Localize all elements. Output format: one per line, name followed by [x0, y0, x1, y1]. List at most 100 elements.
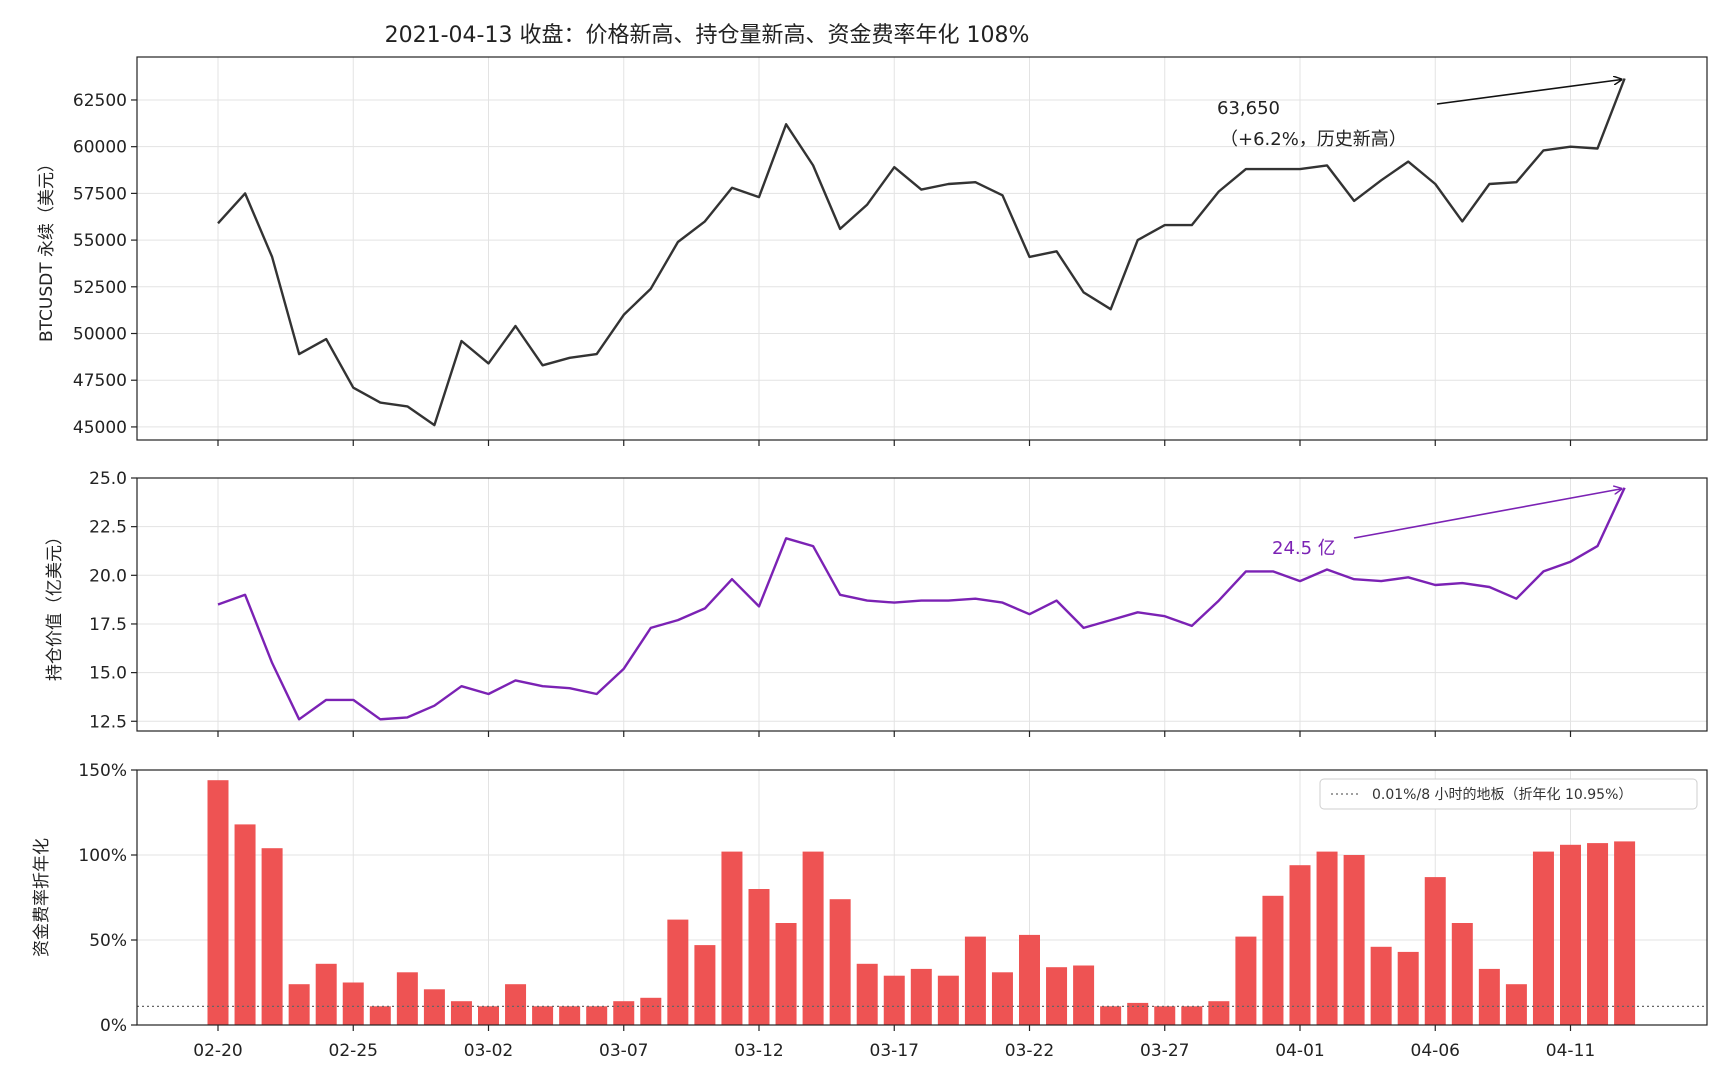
panel-2: 12.5 15.0 17.5 20.0 22.5 25.0 持仓价值（亿美元） 24.5 亿	[45, 469, 1708, 737]
funding-bar	[694, 945, 716, 1025]
funding-bar	[1560, 844, 1581, 1025]
panel-3: 0% 50% 100% 150% 资金费率折年化 0.01%/8 小时的地板（折年化 10…	[32, 761, 1708, 1036]
funding-bar	[315, 963, 337, 1025]
y-tick-label: 47500	[73, 371, 127, 391]
funding-bar	[748, 889, 770, 1025]
funding-bar	[1614, 841, 1636, 1025]
funding-bar	[396, 972, 418, 1025]
x-tick-label: 03-17	[870, 1041, 919, 1061]
funding-bar	[559, 1006, 581, 1025]
funding-bar	[667, 919, 689, 1025]
x-tick-label: 03-12	[734, 1041, 783, 1061]
funding-bar	[1587, 843, 1609, 1025]
x-tick-label: 03-22	[1005, 1041, 1054, 1061]
y-axis-label: 持仓价值（亿美元）	[45, 528, 65, 681]
funding-bar	[1289, 865, 1311, 1025]
funding-bar	[1262, 895, 1284, 1025]
funding-bar	[775, 923, 797, 1025]
legend: 0.01%/8 小时的地板（折年化 10.95%）	[1319, 778, 1698, 810]
y-tick-label: 50000	[73, 325, 127, 345]
funding-bar	[910, 968, 932, 1025]
plot-frame	[136, 56, 1708, 441]
funding-bar	[1532, 851, 1554, 1025]
funding-bar	[288, 984, 310, 1025]
funding-bar	[1505, 984, 1527, 1025]
y-axis-label: BTCUSDT 永续（美元）	[37, 155, 57, 342]
funding-bar	[883, 975, 905, 1025]
chart-panels: 45000 47500 50000 52500 55000 57500 60000 62500…	[32, 56, 1708, 1061]
x-tick-label: 03-02	[464, 1041, 513, 1061]
funding-bar	[1397, 951, 1419, 1025]
funding-bar	[586, 1006, 608, 1025]
funding-bar	[261, 848, 283, 1025]
y-tick-label: 62500	[73, 91, 127, 111]
plot-frame	[136, 769, 1708, 1026]
y-tick-label: 15.0	[89, 664, 127, 684]
y-tick-label: 52500	[73, 278, 127, 298]
y-tick-label: 55000	[73, 231, 127, 251]
funding-bar	[1181, 1006, 1203, 1025]
x-tick-label: 03-07	[599, 1041, 648, 1061]
y-axis-label: 资金费率折年化	[32, 838, 52, 957]
x-tick-label: 02-20	[193, 1041, 242, 1061]
x-tick-label: 04-11	[1546, 1041, 1595, 1061]
y-tick-label: 60000	[73, 138, 127, 158]
funding-bar	[721, 851, 743, 1025]
funding-bar	[991, 972, 1013, 1025]
series-line	[217, 487, 1626, 721]
funding-bar	[1154, 1006, 1176, 1025]
y-tick-label: 150%	[78, 761, 127, 781]
series-line	[217, 78, 1626, 427]
price-annotation-value: 63,650	[1217, 98, 1280, 119]
y-tick-label: 57500	[73, 184, 127, 204]
funding-bar	[937, 975, 959, 1025]
funding-bar	[207, 780, 229, 1025]
funding-bar	[1235, 936, 1257, 1025]
funding-bar	[532, 1006, 554, 1025]
x-tick-label: 04-06	[1411, 1041, 1460, 1061]
y-tick-label: 17.5	[89, 615, 127, 635]
oi-annotation-label: 24.5 亿	[1272, 538, 1336, 559]
funding-bar	[1208, 1001, 1230, 1025]
x-tick-label: 03-27	[1140, 1041, 1189, 1061]
y-tick-label: 45000	[73, 418, 127, 438]
legend-label: 0.01%/8 小时的地板（折年化 10.95%）	[1372, 787, 1632, 803]
funding-bar	[1100, 1006, 1122, 1025]
x-tick-label: 04-01	[1275, 1041, 1324, 1061]
funding-bar	[423, 989, 445, 1025]
y-tick-label: 0%	[100, 1016, 127, 1036]
funding-bar	[1370, 946, 1392, 1025]
y-tick-label: 50%	[89, 931, 127, 951]
y-tick-label: 100%	[78, 846, 127, 866]
y-tick-label: 22.5	[89, 518, 127, 538]
price-annotation-arrow	[1436, 79, 1622, 105]
funding-bar	[1073, 965, 1095, 1025]
funding-bar	[234, 824, 256, 1025]
panel-1: 45000 47500 50000 52500 55000 57500 60000 62500…	[37, 56, 1708, 446]
x-tick-label: 02-25	[329, 1041, 378, 1061]
funding-bar	[505, 984, 527, 1025]
funding-bar	[1316, 851, 1338, 1025]
funding-bar	[1046, 967, 1068, 1025]
funding-bar	[369, 1006, 391, 1025]
y-tick-label: 25.0	[89, 469, 127, 489]
funding-bar	[1424, 877, 1446, 1025]
y-tick-label: 20.0	[89, 566, 127, 586]
funding-bar	[450, 1001, 472, 1025]
y-tick-label: 12.5	[89, 712, 127, 732]
funding-bar	[964, 936, 986, 1025]
funding-bar	[478, 1006, 499, 1025]
oi-annotation-arrow	[1353, 489, 1622, 539]
price-annotation-note: （+6.2%，历史新高）	[1220, 129, 1407, 150]
funding-bar	[856, 963, 878, 1025]
funding-bar	[829, 899, 851, 1025]
funding-bar	[1478, 968, 1500, 1025]
funding-bar	[1127, 1002, 1149, 1025]
legend-box	[1319, 778, 1698, 810]
funding-bar	[1019, 934, 1040, 1025]
funding-bar	[1451, 923, 1473, 1025]
plot-frame	[136, 477, 1708, 732]
funding-bar	[640, 997, 662, 1025]
funding-bar	[342, 982, 364, 1025]
